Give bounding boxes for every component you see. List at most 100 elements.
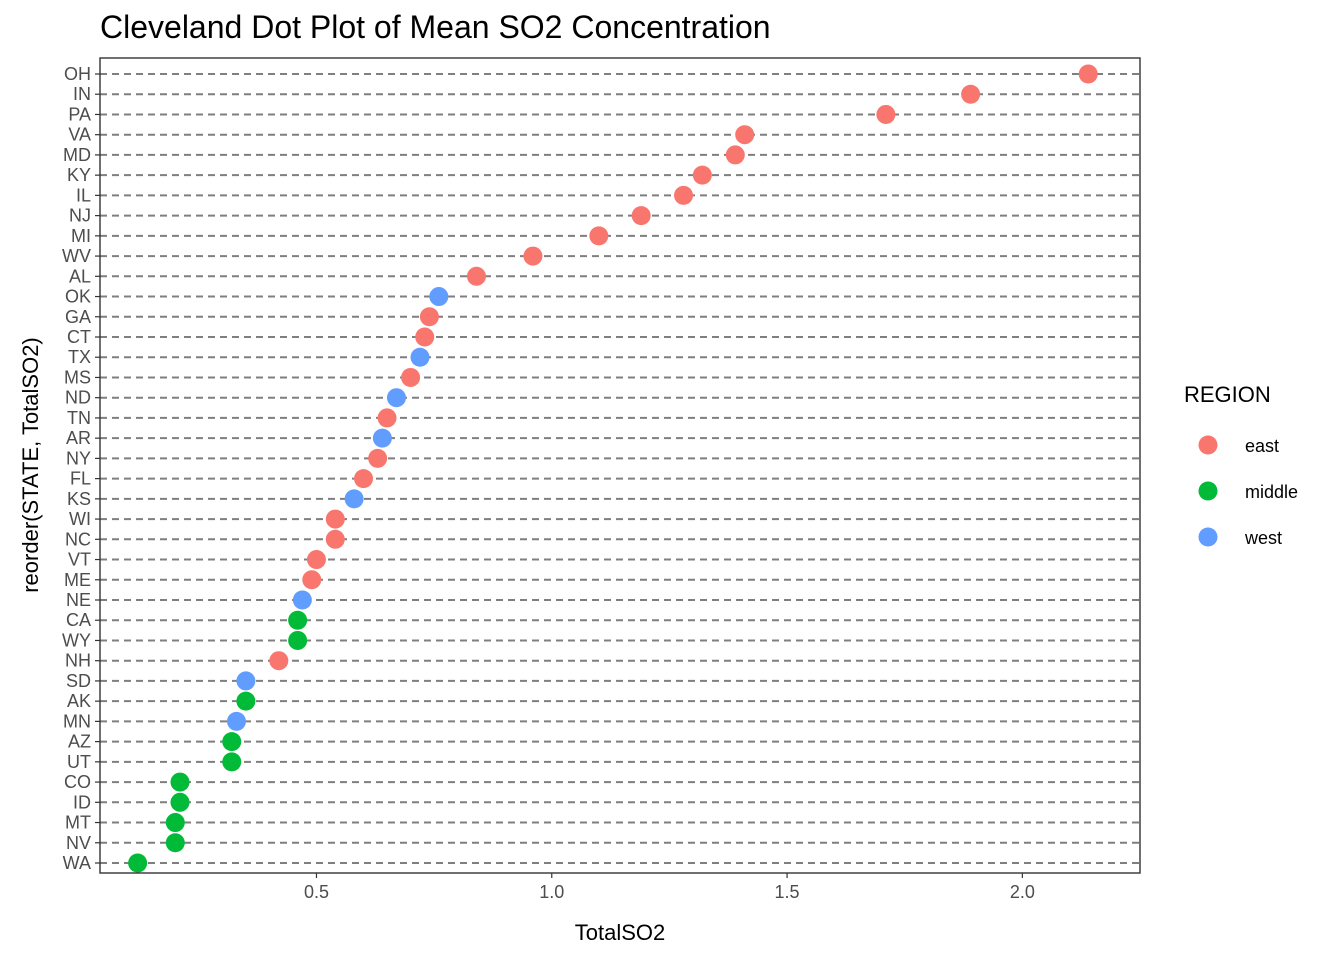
y-tick-label-mt: MT [65,813,91,833]
y-tick-label-ak: AK [67,691,91,711]
x-axis: 0.5 1.0 1.5 2.0 [304,873,1035,902]
legend: REGION east middle west [1184,382,1298,548]
point-ar [372,428,392,448]
point-md [725,145,745,165]
point-ms [401,367,421,387]
legend-key-middle [1198,481,1218,501]
x-tick-label: 1.5 [775,882,800,902]
y-tick-label-ok: OK [65,287,91,307]
y-tick-label-ky: KY [67,165,91,185]
y-tick-label-ms: MS [64,367,91,387]
y-tick-label-wv: WV [62,246,91,266]
legend-label-east: east [1245,436,1279,456]
y-tick-label-wa: WA [63,853,91,873]
point-nv [165,833,185,853]
y-axis-title: reorder(STATE, TotalSO2) [18,337,43,593]
point-ny [368,448,388,468]
point-fl [354,469,374,489]
point-ne [292,590,312,610]
point-wa [128,853,148,873]
point-az [222,732,242,752]
point-wv [523,246,543,266]
point-nd [386,388,406,408]
y-tick-label-wy: WY [62,630,91,650]
point-mn [226,711,246,731]
x-tick-label: 2.0 [1010,882,1035,902]
y-tick-label-sd: SD [66,671,91,691]
point-id [170,792,190,812]
x-axis-title: TotalSO2 [575,920,666,945]
point-va [735,125,755,145]
y-tick-label-al: AL [69,266,91,286]
legend-title: REGION [1184,382,1271,407]
y-tick-label-fl: FL [70,469,91,489]
point-wy [288,630,308,650]
y-tick-label-tn: TN [67,408,91,428]
point-nc [325,529,345,549]
point-ct [415,327,435,347]
y-tick-label-id: ID [73,792,91,812]
point-al [466,266,486,286]
point-co [170,772,190,792]
y-tick-label-va: VA [68,125,91,145]
y-tick-label-pa: PA [68,104,91,124]
y-tick-label-ar: AR [66,428,91,448]
plot-panel-border [99,57,1141,874]
y-tick-label-nj: NJ [69,206,91,226]
point-nj [631,206,651,226]
y-tick-label-nv: NV [66,833,91,853]
point-ut [222,752,242,772]
y-tick-label-ne: NE [66,590,91,610]
point-ok [429,287,449,307]
point-in [961,84,981,104]
y-tick-label-md: MD [63,145,91,165]
legend-key-east [1198,435,1218,455]
point-nh [269,651,289,671]
point-mi [589,226,609,246]
y-axis: OHINPAVAMDKYILNJMIWVALOKGACTTXMSNDTNARNY… [62,64,100,873]
point-vt [306,550,326,570]
data-points [128,64,1098,873]
point-il [674,185,694,205]
y-tick-label-mi: MI [71,226,91,246]
point-tn [377,408,397,428]
point-pa [876,104,896,124]
y-tick-label-az: AZ [68,732,91,752]
y-tick-label-il: IL [76,185,91,205]
legend-label-middle: middle [1245,482,1298,502]
y-tick-label-ct: CT [67,327,91,347]
chart-title: Cleveland Dot Plot of Mean SO2 Concentra… [100,9,771,45]
y-tick-label-nh: NH [65,651,91,671]
y-tick-label-co: CO [64,772,91,792]
y-tick-label-mn: MN [63,711,91,731]
legend-label-west: west [1244,528,1282,548]
grid-lines [100,73,1140,864]
y-tick-label-ny: NY [66,448,91,468]
y-tick-label-me: ME [64,570,91,590]
y-tick-label-ca: CA [66,610,91,630]
x-tick-label: 0.5 [304,882,329,902]
point-me [302,570,322,590]
point-mt [165,813,185,833]
y-tick-label-nd: ND [65,388,91,408]
y-tick-label-in: IN [73,84,91,104]
point-tx [410,347,430,367]
point-ks [344,489,364,509]
y-tick-label-wi: WI [69,509,91,529]
x-tick-label: 1.0 [539,882,564,902]
y-tick-label-ga: GA [65,307,91,327]
point-ca [288,610,308,630]
y-tick-label-ks: KS [67,489,91,509]
y-tick-label-ut: UT [67,752,91,772]
point-ky [692,165,712,185]
point-ak [236,691,256,711]
point-sd [236,671,256,691]
y-tick-label-tx: TX [68,347,91,367]
y-tick-label-oh: OH [64,64,91,84]
legend-key-west [1198,527,1218,547]
point-ga [419,307,439,327]
y-tick-label-nc: NC [65,529,91,549]
y-tick-label-vt: VT [68,550,91,570]
point-wi [325,509,345,529]
